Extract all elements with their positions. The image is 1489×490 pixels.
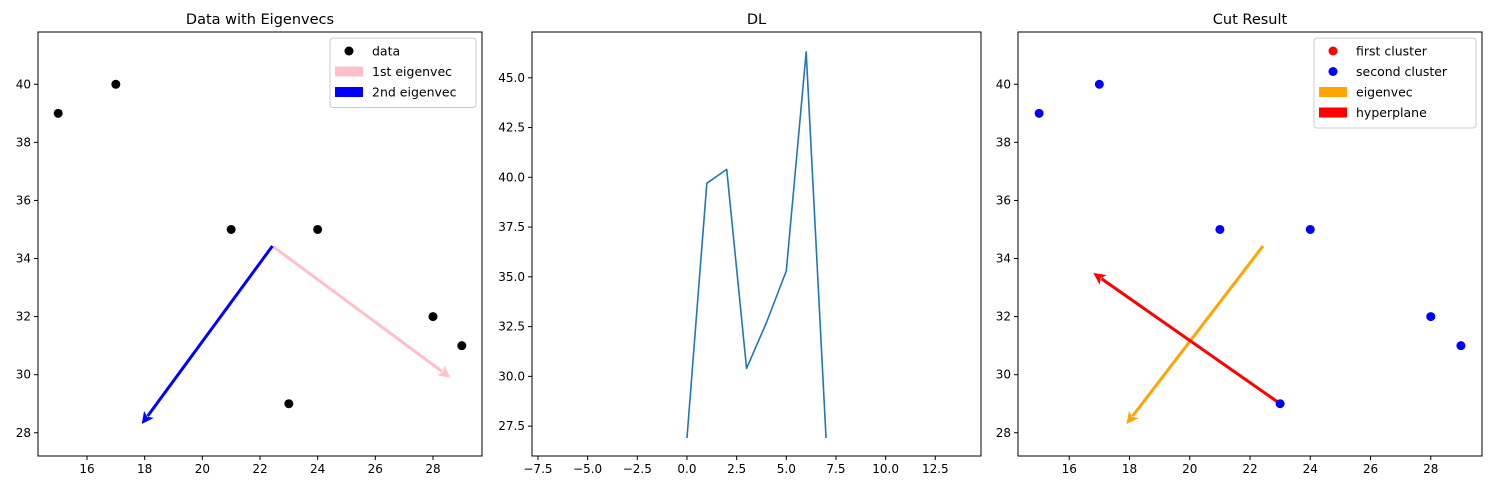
data-point (226, 224, 236, 234)
x-tick-label: 2.5 (727, 462, 746, 476)
plot-title: Data with Eigenvecs (186, 12, 334, 28)
y-tick-label: 30 (16, 368, 31, 382)
subplot-3: Cut Result 16 18 20 22 24 26 28 28 30 32 34 36 38 40 fi… (996, 12, 1483, 476)
axes-frame (531, 31, 982, 457)
arrow-2-shaft (1100, 277, 1281, 405)
x-tick-label: 12.5 (922, 462, 949, 476)
data-point (1305, 224, 1315, 234)
y-tick-label: 40 (996, 77, 1011, 91)
data-point (313, 224, 323, 234)
y-tick-label: 40.0 (498, 170, 525, 184)
y-tick-label: 45.0 (498, 71, 525, 85)
data-point (284, 399, 294, 409)
x-tick-label: 26 (1363, 462, 1378, 476)
legend-label: 2nd eigenvec (372, 85, 457, 100)
y-tick-label: 28 (16, 426, 31, 440)
legend-marker (344, 46, 354, 56)
x-tick-label: 24 (310, 462, 325, 476)
legend-marker (1328, 67, 1338, 76)
x-tick-label: 16 (79, 462, 94, 476)
plot-title: Cut Result (1213, 12, 1288, 28)
arrow-1-shaft (271, 244, 444, 373)
plot-title: DL (747, 12, 766, 28)
y-tick-label: 40 (16, 77, 31, 91)
y-tick-label: 30 (996, 368, 1011, 382)
legend-label: 1st eigenvec (372, 64, 452, 79)
x-tick-label: 22 (252, 462, 267, 476)
x-tick-label: 28 (425, 462, 440, 476)
legend: data 1st eigenvec 2nd eigenvec (329, 37, 477, 108)
x-tick-label: −2.5 (623, 462, 652, 476)
x-tick-label: 16 (1062, 462, 1077, 476)
data-point (1426, 312, 1436, 322)
x-tick-label: 20 (195, 462, 210, 476)
arrow-2-head (141, 410, 154, 425)
axes-frame (37, 31, 483, 457)
x-tick-label: 18 (1122, 462, 1137, 476)
arrow-1-head (1126, 410, 1139, 425)
y-tick-label: 34 (996, 252, 1011, 266)
x-tick-label: 7.5 (826, 462, 845, 476)
data-point (53, 108, 63, 118)
y-tick-label: 34 (16, 252, 31, 266)
arrow-1-head (437, 365, 451, 378)
y-tick-label: 32.5 (498, 320, 525, 334)
y-tick-label: 27.5 (498, 419, 525, 433)
data-point (1094, 79, 1104, 89)
x-tick-label: 10.0 (872, 462, 899, 476)
x-tick-label: −5.0 (573, 462, 602, 476)
x-tick-label: 28 (1423, 462, 1438, 476)
subplot-1: Data with Eigenvecs 16 18 20 22 24 26 28 28 30 32 3… (16, 12, 483, 476)
x-tick-label: 20 (1182, 462, 1197, 476)
y-tick-label: 32 (16, 310, 31, 324)
legend-patch (335, 66, 363, 77)
legend-label: hyperplane (1356, 105, 1427, 120)
x-tick-label: 18 (137, 462, 152, 476)
data-point (1034, 108, 1044, 118)
y-tick-label: 42.5 (498, 121, 525, 135)
data-point (111, 79, 121, 89)
data-point (1456, 341, 1466, 351)
arrow-2-shaft (146, 245, 274, 417)
legend-label: second cluster (1356, 64, 1448, 79)
legend-patch (335, 87, 363, 97)
legend: first cluster second cluster eigenvec hyper… (1313, 37, 1477, 129)
legend-box (329, 37, 477, 108)
y-tick-label: 32 (996, 310, 1011, 324)
arrow-2-head (1093, 273, 1107, 285)
y-tick-label: 38 (996, 135, 1011, 149)
y-tick-label: 36 (996, 193, 1011, 207)
y-tick-label: 30.0 (498, 369, 525, 383)
x-tick-label: 0.0 (677, 462, 696, 476)
axes-frame (1017, 31, 1483, 457)
legend-label: eigenvec (1356, 85, 1413, 100)
x-tick-label: 22 (1242, 462, 1257, 476)
legend-box (1313, 37, 1477, 129)
data-point (1215, 224, 1225, 234)
x-tick-label: 26 (368, 462, 383, 476)
series-line (686, 51, 827, 439)
y-tick-label: 37.5 (498, 220, 525, 234)
subplot-2: DL −7.5 −5.0 −2.5 0.0 2.5 5.0 7.5 10.0 12.5 27.5 30… (498, 12, 982, 476)
arrow-1-shaft (1131, 245, 1265, 418)
legend-label: first cluster (1356, 44, 1428, 59)
y-tick-label: 35.0 (498, 270, 525, 284)
legend-patch (1319, 87, 1347, 97)
y-tick-label: 28 (996, 426, 1011, 440)
x-tick-label: −7.5 (523, 462, 552, 476)
y-tick-label: 36 (16, 193, 31, 207)
legend-label: data (372, 44, 400, 59)
legend-patch (1319, 107, 1347, 118)
data-point (457, 341, 467, 351)
x-tick-label: 5.0 (777, 462, 796, 476)
legend-marker (1328, 46, 1338, 56)
y-tick-label: 38 (16, 135, 31, 149)
x-tick-label: 24 (1303, 462, 1318, 476)
data-point (428, 312, 438, 322)
data-point (1275, 399, 1285, 409)
